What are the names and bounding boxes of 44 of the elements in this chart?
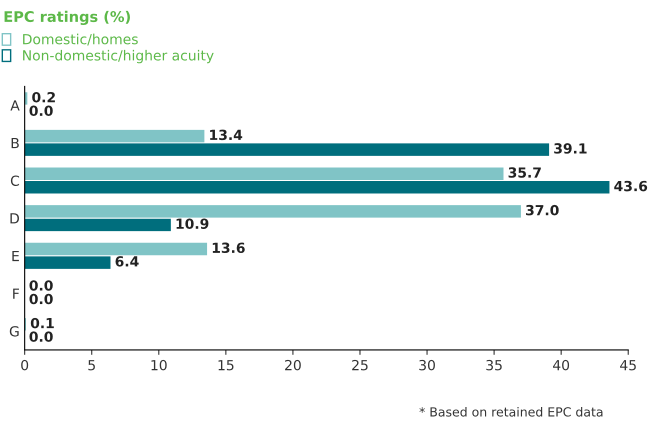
chart-title: EPC ratings (%)	[4, 10, 130, 26]
bar	[24, 130, 204, 142]
bar	[24, 181, 610, 194]
data-label: 35.7	[508, 167, 541, 178]
x-tick-label: 10	[151, 360, 167, 370]
legend-label: Non-domestic/higher acuity	[23, 50, 214, 64]
bar	[24, 242, 208, 256]
x-tick-label: 45	[620, 360, 636, 370]
x-tick-label: 35	[486, 360, 502, 370]
y-tick-label: D	[10, 213, 19, 224]
data-label: 43.6	[614, 180, 648, 192]
bar	[24, 218, 171, 232]
data-label: 0.1	[30, 318, 54, 328]
legend-label: Domestic/homes	[23, 34, 138, 46]
y-tick-label: E	[12, 250, 19, 262]
x-tick-label: 40	[553, 360, 570, 370]
text: * Based on retained EPC data	[419, 406, 602, 417]
data-label: 39.1	[554, 143, 587, 154]
data-label: 0.0	[29, 106, 53, 116]
x-tick-label: 15	[218, 360, 234, 370]
x-tick-label: 0	[21, 360, 28, 370]
x-tick-label: 5	[88, 360, 95, 370]
bar	[24, 168, 504, 180]
y-tick-label: C	[10, 175, 20, 186]
data-label: 6.4	[116, 256, 139, 267]
data-label: 37.0	[526, 204, 559, 216]
bar	[24, 205, 521, 218]
y-tick-label: A	[10, 100, 20, 110]
data-label: 10.9	[176, 218, 208, 229]
x-tick-label: 20	[285, 360, 301, 370]
data-label: 13.4	[210, 130, 242, 140]
data-label: 0.0	[29, 280, 53, 291]
bar	[24, 256, 111, 269]
data-label: 0.2	[32, 92, 55, 102]
y-tick-label: B	[12, 138, 19, 148]
data-label: 13.6	[212, 242, 245, 254]
x-tick-label: 25	[352, 360, 368, 370]
y-tick-label: G	[10, 326, 19, 337]
data-label: 0.0	[29, 294, 53, 304]
bar	[24, 143, 550, 156]
y-tick-label: F	[13, 288, 19, 299]
data-label: 0.0	[29, 331, 53, 342]
x-tick-label: 30	[419, 360, 435, 370]
bar	[24, 92, 28, 105]
